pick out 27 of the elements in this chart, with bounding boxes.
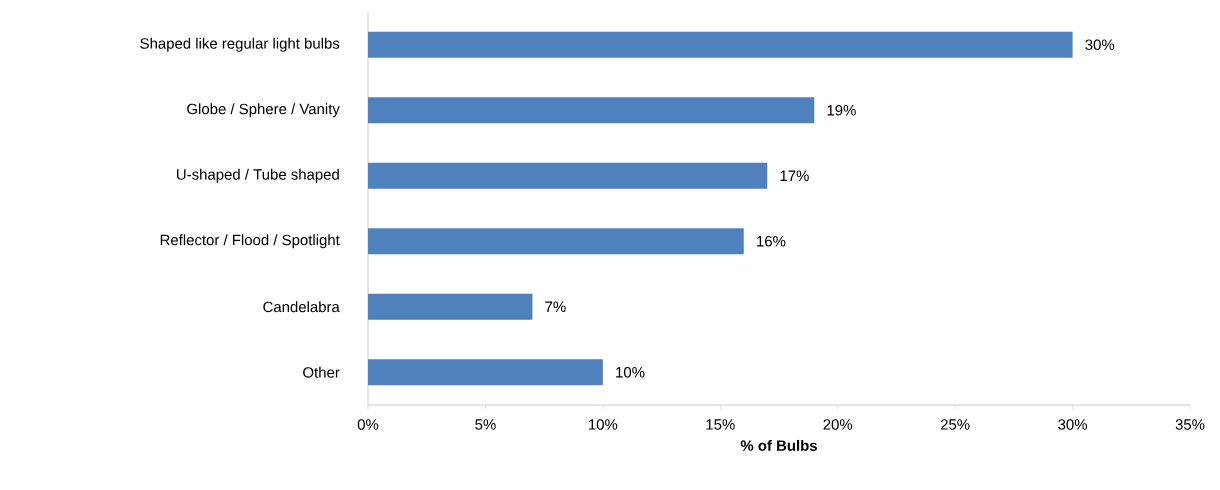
y-tick-label: Globe / Sphere / Vanity — [187, 103, 340, 118]
x-tick-label: 25% — [940, 419, 970, 430]
data-label: 7% — [545, 301, 566, 312]
bar — [368, 228, 744, 255]
data-label: 17% — [780, 170, 809, 181]
x-tick-label: 15% — [706, 419, 735, 430]
data-label: 16% — [757, 235, 786, 247]
data-label: 10% — [616, 366, 645, 378]
bar — [368, 31, 1073, 58]
x-axis-title: % of Bulbs — [740, 439, 817, 451]
bar — [368, 359, 603, 386]
y-tick-label: Shaped like regular light bulbs — [140, 37, 340, 52]
y-tick-label: Other — [303, 366, 340, 378]
bar — [368, 293, 533, 320]
x-tick-label: 5% — [475, 419, 496, 430]
y-tick-label: U-shaped / Tube shaped — [177, 168, 339, 183]
data-label: 30% — [1085, 39, 1115, 51]
x-tick-label: 0% — [357, 419, 379, 430]
y-tick-label: Reflector / Flood / Spotlight — [160, 234, 340, 249]
x-tick-label: 20% — [823, 419, 853, 430]
x-tick-label: 30% — [1058, 419, 1087, 430]
bar — [368, 162, 768, 189]
bar — [368, 97, 815, 124]
y-tick-label: Candelabra — [263, 301, 340, 313]
data-label: 19% — [827, 104, 856, 116]
x-tick-label: 35% — [1175, 419, 1205, 430]
x-tick-label: 10% — [589, 419, 618, 430]
